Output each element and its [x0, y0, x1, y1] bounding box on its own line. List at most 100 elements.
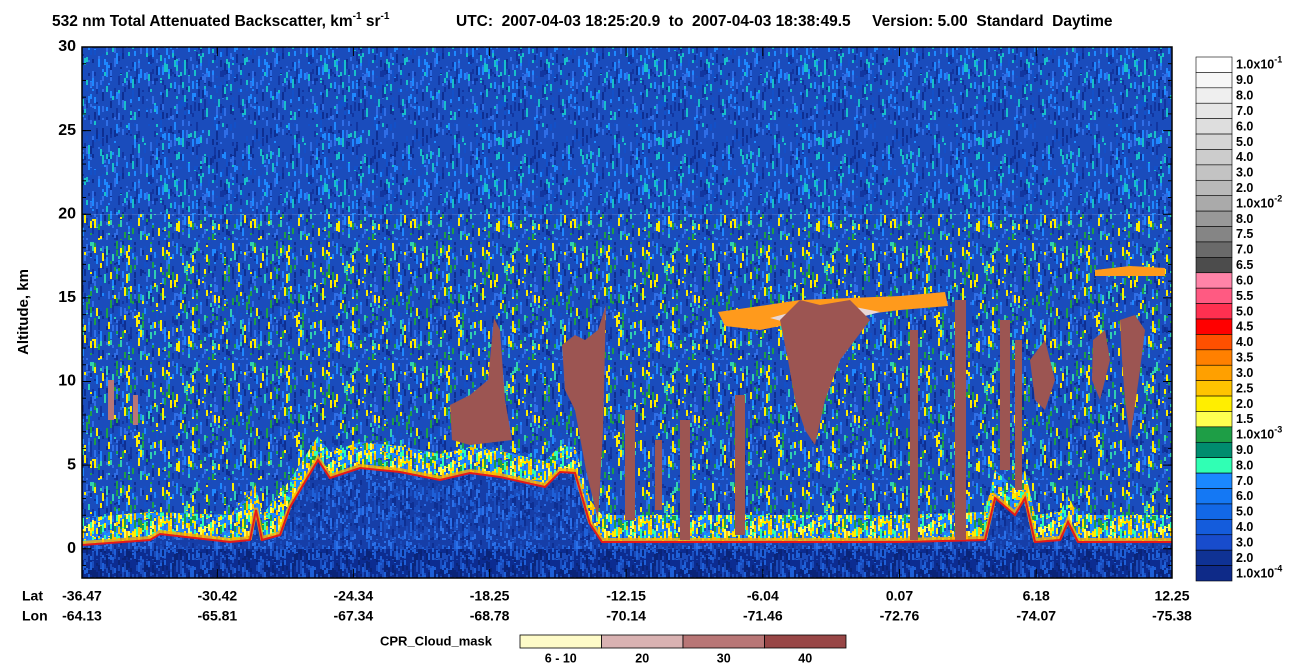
features	[81, 266, 1172, 549]
cloud-mask-label: 40	[798, 651, 812, 665]
x-tick-label: -36.47	[62, 588, 102, 604]
x-tick-label: -18.25	[470, 588, 510, 604]
backscatter-upper	[82, 47, 1172, 215]
colorbar-label: 2.5	[1236, 382, 1253, 396]
surface-line	[81, 458, 1172, 546]
chart-subtitle: UTC: 2007-04-03 18:25:20.9 to 2007-04-03…	[456, 13, 1113, 30]
title-exponent: -1	[353, 11, 362, 22]
colorbar-label-text: 2.0	[1236, 397, 1253, 411]
colorbar-label: 3.0	[1236, 536, 1253, 550]
colorbar-label: 7.0	[1236, 243, 1253, 257]
colorbar-label-text: 9.0	[1236, 73, 1253, 87]
colorbar-label: 1.0x10-4	[1236, 564, 1282, 581]
x-tick-label: 6.18	[1023, 588, 1050, 604]
colorbar-label-text: 9.0	[1236, 443, 1253, 457]
x-tick-label: -6.04	[747, 588, 779, 604]
colorbar-label-exponent: -2	[1274, 194, 1282, 204]
y-tick-label: 20	[58, 205, 76, 222]
colorbar-label-text: 2.0	[1236, 551, 1253, 565]
colorbar-label: 4.0	[1236, 335, 1253, 349]
colorbar-label-text: 4.0	[1236, 335, 1253, 349]
x-tick-label: -75.38	[1152, 608, 1192, 624]
colorbar-swatch	[1195, 149, 1233, 166]
colorbar-label: 3.0	[1236, 366, 1253, 380]
colorbar-swatch	[1195, 56, 1233, 73]
colorbar-swatch	[1195, 226, 1233, 243]
cloud-mask-label: 30	[717, 651, 731, 665]
cloud-mask-swatch	[764, 634, 847, 649]
x-tick-label: -64.13	[62, 608, 102, 624]
cloud-mask	[133, 395, 138, 425]
colorbar-label: 2.0	[1236, 397, 1253, 411]
x-tick-label: 0.07	[886, 588, 913, 604]
x-tick-label: -68.78	[470, 608, 510, 624]
colorbar-swatch	[1195, 534, 1233, 551]
y-tick-label: 25	[58, 122, 76, 139]
colorbar-swatch	[1195, 519, 1233, 536]
colorbar-label: 7.0	[1236, 474, 1253, 488]
colorbar-label: 6.0	[1236, 120, 1253, 134]
cloud-mask-swatch	[519, 634, 602, 649]
y-tick-label: 10	[58, 373, 76, 390]
chart-title: 532 nm Total Attenuated Backscatter, km-…	[52, 11, 390, 30]
colorbar-label: 4.5	[1236, 320, 1253, 334]
cloud-mask-label: 6 - 10	[545, 651, 577, 665]
colorbar-label-text: 6.5	[1236, 258, 1253, 272]
x-tick-label: -74.07	[1016, 608, 1056, 624]
colorbar-swatch	[1195, 334, 1233, 351]
colorbar-label: 3.5	[1236, 351, 1253, 365]
x-tick-label: -67.34	[334, 608, 374, 624]
colorbar-swatch	[1195, 102, 1233, 119]
colorbar-label: 8.0	[1236, 459, 1253, 473]
colorbar-swatch	[1195, 565, 1233, 582]
colorbar-label: 5.0	[1236, 305, 1253, 319]
colorbar: 1.0x10-19.08.07.06.05.04.03.02.01.0x10-2…	[380, 55, 1282, 665]
colorbar-swatch	[1195, 488, 1233, 505]
title-exponent: -1	[381, 11, 390, 22]
colorbar-label-text: 4.5	[1236, 320, 1253, 334]
colorbar-label-text: 5.0	[1236, 505, 1253, 519]
colorbar-swatch	[1195, 195, 1233, 212]
colorbar-swatch	[1195, 133, 1233, 150]
colorbar-swatch	[1195, 364, 1233, 381]
colorbar-label: 8.0	[1236, 212, 1253, 226]
colorbar-swatch	[1195, 87, 1233, 104]
colorbar-label-text: 8.0	[1236, 212, 1253, 226]
y-tick-label: 30	[58, 38, 76, 55]
colorbar-label: 4.0	[1236, 520, 1253, 534]
y-tick-label: 0	[67, 540, 76, 557]
colorbar-swatch	[1195, 549, 1233, 566]
colorbar-label-text: 3.0	[1236, 366, 1253, 380]
colorbar-label-text: 1.0x10	[1236, 428, 1274, 442]
colorbar-label: 9.0	[1236, 73, 1253, 87]
colorbar-label-text: 6.0	[1236, 490, 1253, 504]
colorbar-label-text: 3.0	[1236, 166, 1253, 180]
colorbar-label-exponent: -1	[1274, 55, 1282, 65]
cloud-mask	[680, 420, 690, 540]
cloud-mask	[780, 300, 870, 445]
colorbar-swatch	[1195, 503, 1233, 520]
colorbar-label: 6.0	[1236, 490, 1253, 504]
cloud-mask	[910, 330, 918, 540]
colorbar-swatch	[1195, 395, 1233, 412]
colorbar-label-text: 2.0	[1236, 181, 1253, 195]
colorbar-swatch	[1195, 241, 1233, 258]
x-tick-label: -30.42	[198, 588, 238, 604]
cloud-mask	[1030, 340, 1055, 410]
colorbar-swatch	[1195, 349, 1233, 366]
colorbar-label-text: 7.0	[1236, 474, 1253, 488]
x-tick-label: -71.46	[743, 608, 783, 624]
x-tick-label: -65.81	[198, 608, 238, 624]
colorbar-swatch	[1195, 411, 1233, 428]
colorbar-label-text: 6.0	[1236, 274, 1253, 288]
cloud-mask	[1120, 315, 1145, 440]
colorbar-swatch	[1195, 210, 1233, 227]
colorbar-label-text: 1.5	[1236, 412, 1253, 426]
colorbar-label: 7.5	[1236, 228, 1253, 242]
cloud-mask	[562, 305, 606, 520]
colorbar-swatch	[1195, 257, 1233, 274]
colorbar-swatch	[1195, 303, 1233, 320]
colorbar-label: 5.0	[1236, 135, 1253, 149]
colorbar-label-exponent: -3	[1274, 425, 1282, 435]
colorbar-label-text: 8.0	[1236, 459, 1253, 473]
